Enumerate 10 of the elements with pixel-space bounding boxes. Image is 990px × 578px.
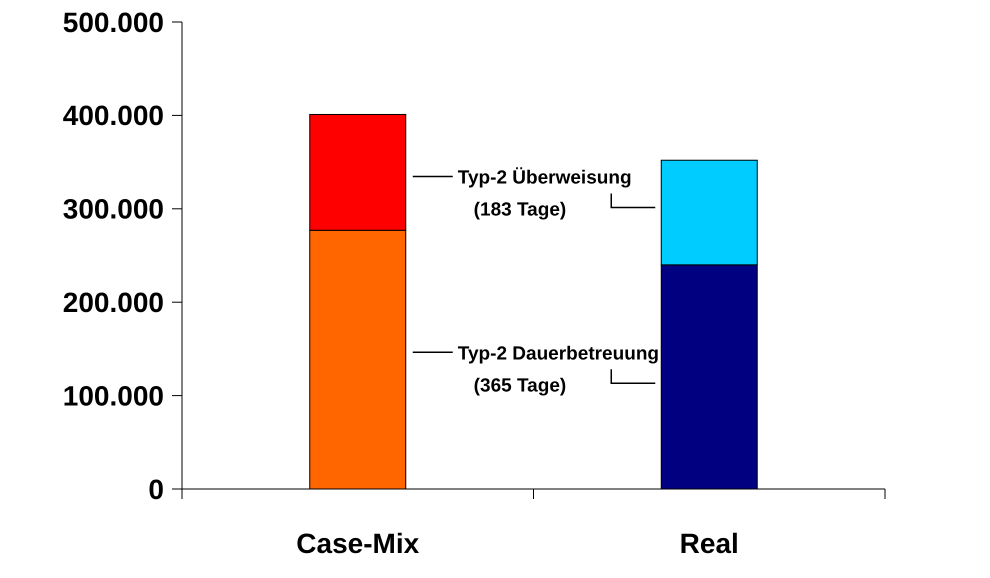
y-tick-label: 400.000 xyxy=(62,100,164,132)
x-tick-label: Real xyxy=(680,528,739,559)
y-tick-label: 200.000 xyxy=(62,287,164,318)
y-tick-label: 500.000 xyxy=(62,6,164,38)
y-tick-label: 300.000 xyxy=(62,194,164,225)
y-tick-label: 100.000 xyxy=(62,380,164,412)
legend-label: Typ-2 Dauerbetreuung (365 Tage) xyxy=(458,343,660,396)
y-tick-label: 0 xyxy=(148,474,164,505)
legend-label: Typ-2 Überweisung (183 Tage) xyxy=(458,166,632,220)
x-tick-label: Case-Mix xyxy=(296,528,420,559)
